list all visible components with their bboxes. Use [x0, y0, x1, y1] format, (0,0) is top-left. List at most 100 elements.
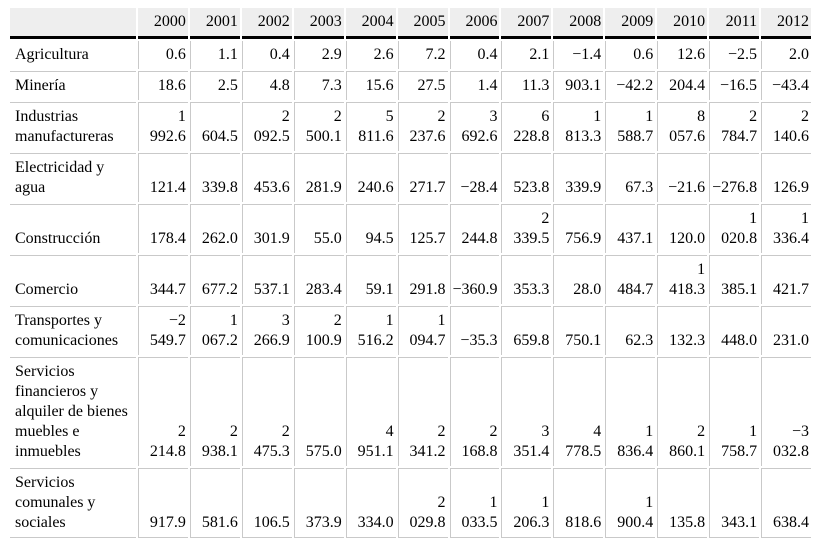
table-row: Servicios comunales y sociales 917.9 581.6… — [10, 468, 811, 538]
value-cell: 343.1 — [709, 468, 760, 538]
value-cell: 1 336.4 — [761, 204, 811, 253]
value-cell: 1.4 — [449, 71, 500, 100]
value-cell: 2 500.1 — [293, 102, 344, 151]
table-row: Industrias manufactureras 1 992.6 604.5 2 0… — [10, 102, 811, 151]
value-cell: 1 067.2 — [189, 306, 240, 355]
value-cell: 4 778.5 — [553, 357, 604, 466]
year-column-header: 2002 — [241, 8, 292, 39]
value-cell: 903.1 — [553, 71, 604, 100]
value-cell: −360.9 — [449, 255, 500, 304]
value-cell: 1 758.7 — [709, 357, 760, 466]
header-row: 2000 2001 2002 2003 2004 2005 2006 2007 2008 2009… — [10, 8, 811, 39]
value-cell: 121.4 — [138, 153, 188, 202]
value-cell: 55.0 — [293, 204, 344, 253]
value-cell: 2 938.1 — [189, 357, 240, 466]
table-header: 2000 2001 2002 2003 2004 2005 2006 2007 2008 2009… — [10, 8, 811, 39]
value-cell: 581.6 — [189, 468, 240, 538]
value-cell: 421.7 — [761, 255, 811, 304]
value-cell: 484.7 — [605, 255, 656, 304]
value-cell: 8 057.6 — [657, 102, 708, 151]
year-column-header: 2010 — [657, 8, 708, 39]
table-row: Minería 18.6 2.5 4.8 7.3 15.6 27.5 1.4 11.3 903.1… — [10, 71, 811, 100]
value-cell: −28.4 — [449, 153, 500, 202]
year-column-header: 2007 — [501, 8, 552, 39]
value-cell: −43.4 — [761, 71, 811, 100]
value-cell: 677.2 — [189, 255, 240, 304]
year-column-header: 2009 — [605, 8, 656, 39]
value-cell: 120.0 — [657, 204, 708, 253]
row-label: Industrias manufactureras — [10, 102, 136, 151]
value-cell: 2.5 — [189, 71, 240, 100]
value-cell: 271.7 — [397, 153, 448, 202]
value-cell: 15.6 — [345, 71, 396, 100]
year-column-header: 2011 — [709, 8, 760, 39]
row-label: Electricidad y agua — [10, 153, 136, 202]
row-label: Servicios comunales y sociales — [10, 468, 136, 538]
value-cell: 135.8 — [657, 468, 708, 538]
value-cell: 62.3 — [605, 306, 656, 355]
value-cell: 1 813.3 — [553, 102, 604, 151]
value-cell: 575.0 — [293, 357, 344, 466]
year-column-header: 2003 — [293, 8, 344, 39]
value-cell: 2 237.6 — [397, 102, 448, 151]
value-cell: 523.8 — [501, 153, 552, 202]
value-cell: 262.0 — [189, 204, 240, 253]
value-cell: 818.6 — [553, 468, 604, 538]
value-cell: 7.3 — [293, 71, 344, 100]
table-row: Construcción 178.4 262.0 301.9 55.0 94.5 125.7… — [10, 204, 811, 253]
value-cell: 27.5 — [397, 71, 448, 100]
table-row: Electricidad y agua 121.4 339.8 453.6 281.9 2… — [10, 153, 811, 202]
value-cell: 67.3 — [605, 153, 656, 202]
value-cell: 3 351.4 — [501, 357, 552, 466]
value-cell: 537.1 — [241, 255, 292, 304]
value-cell: 917.9 — [138, 468, 188, 538]
value-cell: 2 140.6 — [761, 102, 811, 151]
value-cell: 281.9 — [293, 153, 344, 202]
value-cell: −1.4 — [553, 41, 603, 69]
value-cell: 240.6 — [345, 153, 396, 202]
value-cell: 1 094.7 — [397, 306, 448, 355]
value-cell: 28.0 — [553, 255, 604, 304]
value-cell: 2 214.8 — [138, 357, 188, 466]
value-cell: 178.4 — [138, 204, 188, 253]
value-cell: 2.0 — [761, 41, 811, 69]
year-column-header: 2001 — [189, 8, 240, 39]
value-cell: 750.1 — [553, 306, 604, 355]
value-cell: 339.9 — [553, 153, 604, 202]
table-row: Servicios financieros y alquiler de bien… — [10, 357, 811, 466]
year-column-header: 2000 — [138, 8, 188, 39]
year-column-header: 2005 — [397, 8, 448, 39]
row-label: Transportes y comunicaciones — [10, 306, 136, 355]
value-cell: 437.1 — [605, 204, 656, 253]
corner-header-cell — [10, 8, 136, 39]
value-cell: 2 341.2 — [397, 357, 448, 466]
year-column-header: 2004 — [345, 8, 396, 39]
value-cell: 204.4 — [657, 71, 708, 100]
value-cell: 0.4 — [241, 41, 292, 69]
value-cell: 1 992.6 — [138, 102, 188, 151]
row-label: Comercio — [10, 255, 136, 304]
value-cell: 0.6 — [138, 41, 188, 69]
value-cell: −2.5 — [709, 41, 759, 69]
value-cell: 385.1 — [709, 255, 760, 304]
value-cell: 11.3 — [501, 71, 552, 100]
value-cell: 3 692.6 — [449, 102, 500, 151]
year-column-header: 2012 — [761, 8, 811, 39]
value-cell: −42.2 — [605, 71, 656, 100]
value-cell: 638.4 — [761, 468, 811, 538]
table-row: Comercio 344.7 677.2 537.1 283.4 59.1 291.8 −36… — [10, 255, 811, 304]
value-cell: 2 475.3 — [241, 357, 292, 466]
value-cell: 1 588.7 — [605, 102, 656, 151]
value-cell: −35.3 — [449, 306, 500, 355]
sector-year-data-table: 2000 2001 2002 2003 2004 2005 2006 2007 2008 2009… — [8, 6, 813, 540]
value-cell: 4.8 — [241, 71, 292, 100]
value-cell: 0.4 — [449, 41, 500, 69]
value-cell: 231.0 — [761, 306, 811, 355]
value-cell: 1.1 — [189, 41, 240, 69]
value-cell: 244.8 — [449, 204, 500, 253]
year-column-header: 2008 — [553, 8, 604, 39]
row-label: Minería — [10, 71, 136, 100]
value-cell: 659.8 — [501, 306, 552, 355]
value-cell: 353.3 — [501, 255, 552, 304]
